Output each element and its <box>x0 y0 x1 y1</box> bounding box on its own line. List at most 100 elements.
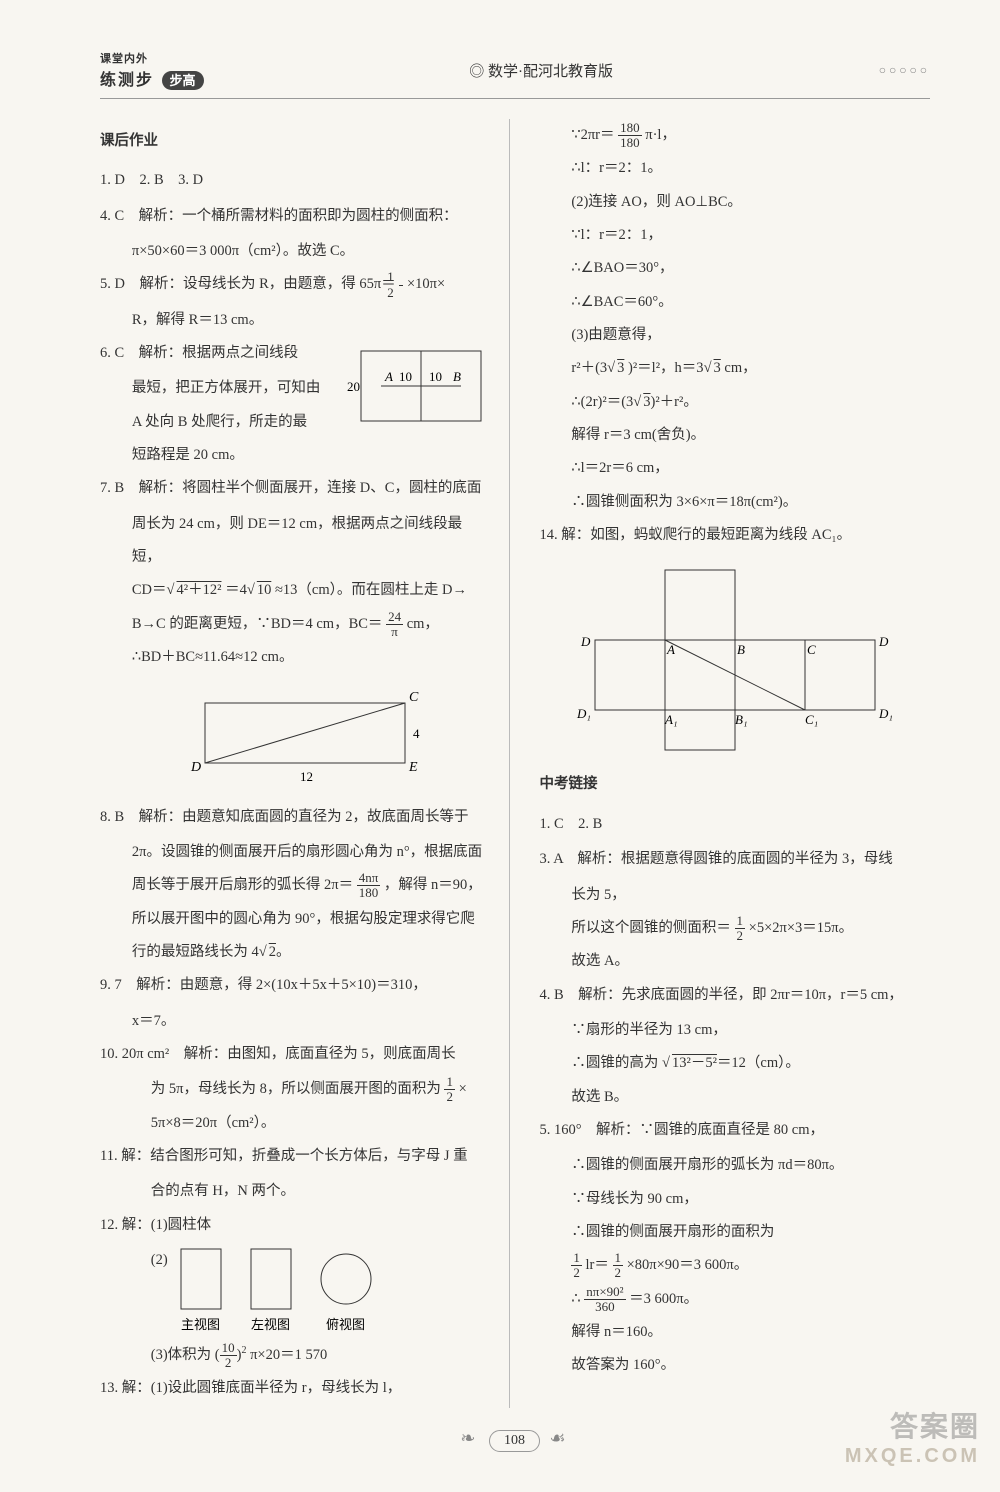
answer-q8b: 2π。设圆锥的侧面展开后的扇形圆心角为 n°，根据底面 <box>100 836 491 869</box>
header-right-dots: ○○○○○ <box>879 63 930 78</box>
answer-q12: 12. 解：(1)圆柱体 <box>100 1209 491 1242</box>
header-subtitle: 课堂内外 <box>100 50 204 66</box>
answer-q9: 9. 7 解析：由题意，得 2×(10x＋5x＋5×10)＝310， <box>100 969 491 1002</box>
diagram-q14-unfold: D A B C D D₁ A₁ B₁ C₁ D₁ <box>555 560 915 760</box>
line-r7: (3)由题意得， <box>540 319 931 352</box>
zk-q3c: 所以这个圆锥的侧面积＝ 12 ×5×2π×3＝15π。 <box>540 912 931 945</box>
zk-q5h: 故答案为 160°。 <box>540 1349 931 1382</box>
page-footer: ❧ 108 ☙ <box>100 1428 930 1452</box>
svg-text:C₁: C₁ <box>805 712 818 727</box>
svg-text:D: D <box>580 634 591 649</box>
left-column: 课后作业 1. D 2. B 3. D 4. C 解析：一个桶所需材料的面积即为… <box>100 119 510 1408</box>
zk-q5: 5. 160° 解析：∵圆锥的底面直径是 80 cm， <box>540 1114 931 1147</box>
watermark-line1: 答案圈 <box>845 1405 980 1445</box>
content-columns: 课后作业 1. D 2. B 3. D 4. C 解析：一个桶所需材料的面积即为… <box>100 119 930 1408</box>
svg-text:E: E <box>408 760 418 775</box>
line-r8: r²＋(33 )²＝l²，h＝33 cm， <box>540 352 931 385</box>
svg-text:A: A <box>666 642 675 657</box>
answer-q7: 7. B 解析：将圆柱半个侧面展开，连接 D、C，圆柱的底面 <box>100 472 491 505</box>
zk-q4d: 故选 B。 <box>540 1081 931 1114</box>
footer-deco-left-icon: ❧ <box>460 1428 479 1448</box>
answer-q6b: 最短，把正方体展开，可知由 <box>100 372 341 405</box>
line-r6: ∴∠BAC＝60°。 <box>540 286 931 319</box>
answer-q4: 4. C 解析：一个桶所需材料的面积即为圆柱的侧面积： <box>100 200 491 233</box>
zk-q4c: ∴圆锥的高为 13²－5²＝12（cm）。 <box>540 1047 931 1080</box>
answer-q10: 10. 20π cm² 解析：由图知，底面直径为 5，则底面周长 <box>100 1038 491 1071</box>
page-header: 课堂内外 练测步 步高 ◎ 数学·配河北教育版 ○○○○○ <box>100 50 930 99</box>
diagram-q7-rectangle: D E C 12 4 <box>145 683 445 793</box>
answer-q6d: 短路程是 20 cm。 <box>100 439 341 472</box>
zk-q4: 4. B 解析：先求底面圆的半径，即 2πr＝10π，r＝5 cm， <box>540 979 931 1012</box>
answer-q7d: B→C 的距离更短，∵BD＝4 cm，BC＝ 24π cm， <box>100 608 491 641</box>
svg-text:A₁: A₁ <box>664 712 677 727</box>
answer-q9b: x＝7。 <box>100 1005 491 1038</box>
svg-text:D₁: D₁ <box>878 706 893 721</box>
section-title-zhongkao: 中考链接 <box>540 768 931 801</box>
zk-q3: 3. A 解析：根据题意得圆锥的底面圆的半径为 3，母线 <box>540 843 931 876</box>
answer-q14: 14. 解：如图，蚂蚁爬行的最短距离为线段 AC₁。 <box>540 519 931 552</box>
answer-q7c: CD＝4²＋12² ＝410 ≈13（cm）。而在圆柱上走 D→ <box>100 574 491 607</box>
answer-q7b: 周长为 24 cm，则 DE＝12 cm，根据两点之间线段最短， <box>100 508 491 575</box>
answer-q13: 13. 解：(1)设此圆锥底面半径为 r，母线长为 l， <box>100 1372 491 1405</box>
svg-text:B: B <box>453 369 461 384</box>
answer-q10c: 5π×8＝20π（cm²）。 <box>100 1107 491 1140</box>
answer-q8c: 周长等于展开后扇形的弧长得 2π＝ 4nπ180 ，解得 n＝90， <box>100 869 491 902</box>
line-r4: ∵l：r＝2：1， <box>540 219 931 252</box>
zk-q1: 1. C 2. B <box>540 808 931 841</box>
answer-q12b: (2) 主视图 左视图 俯视图 <box>100 1244 491 1339</box>
watermark-line2: MXQE.COM <box>845 1445 980 1468</box>
footer-deco-right-icon: ☙ <box>549 1428 569 1448</box>
frac-icon: 12 <box>399 270 403 300</box>
answer-q7e: ∴BD＋BC≈11.64≈12 cm。 <box>100 641 491 674</box>
svg-text:B₁: B₁ <box>735 712 747 727</box>
zk-q5d: ∴圆锥的侧面展开扇形的面积为 <box>540 1216 931 1249</box>
diagram-q12-views: 主视图 左视图 俯视图 <box>171 1244 391 1339</box>
answer-q4b: π×50×60＝3 000π（cm²）。故选 C。 <box>100 235 491 268</box>
answer-q1: 1. D 2. B 3. D <box>100 164 491 197</box>
zk-q3b: 长为 5， <box>540 879 931 912</box>
answer-q6: 6. C 解析：根据两点之间线段 <box>100 337 341 370</box>
answer-q12c: (3)体积为 (102)2 π×20＝1 570 <box>100 1339 491 1372</box>
svg-text:B: B <box>737 642 745 657</box>
svg-text:10: 10 <box>399 369 412 384</box>
svg-text:C: C <box>807 642 816 657</box>
svg-text:俯视图: 俯视图 <box>326 1317 365 1332</box>
answer-q5: 5. D 解析：设母线长为 R，由题意，得 65π＝ 12 ×10π× <box>100 268 491 301</box>
zk-q5g: 解得 n＝160。 <box>540 1316 931 1349</box>
header-middle: ◎ 数学·配河北教育版 <box>204 60 879 81</box>
svg-text:10: 10 <box>429 369 442 384</box>
svg-text:12: 12 <box>300 769 313 784</box>
answer-q8e: 行的最短路线长为 42。 <box>100 936 491 969</box>
header-badge: 步高 <box>162 71 204 90</box>
answer-q11: 11. 解：结合图形可知，折叠成一个长方体后，与字母 J 重 <box>100 1140 491 1173</box>
zk-q5e: 12 lr＝ 12 ×80π×90＝3 600π。 <box>540 1249 931 1282</box>
header-brand-block: 课堂内外 练测步 步高 <box>100 50 204 90</box>
line-r5: ∴∠BAO＝30°， <box>540 252 931 285</box>
watermark: 答案圈 MXQE.COM <box>845 1405 980 1468</box>
svg-text:左视图: 左视图 <box>251 1317 290 1332</box>
answer-q8d: 所以展开图中的圆心角为 90°，根据勾股定理求得它爬 <box>100 903 491 936</box>
header-brand: 练测步 <box>100 72 154 89</box>
header-mid-text: 数学·配河北教育版 <box>488 64 613 80</box>
svg-text:主视图: 主视图 <box>181 1317 220 1332</box>
line-r2: ∴l：r＝2：1。 <box>540 152 931 185</box>
line-r10: 解得 r＝3 cm(舍负)。 <box>540 419 931 452</box>
svg-text:D₁: D₁ <box>576 706 591 721</box>
svg-text:C: C <box>409 690 419 705</box>
answer-q8: 8. B 解析：由题意知底面圆的直径为 2，故底面周长等于 <box>100 801 491 834</box>
section-title-homework: 课后作业 <box>100 125 491 158</box>
svg-text:A: A <box>384 369 393 384</box>
zk-q5b: ∴圆锥的侧面展开扇形的弧长为 πd＝80π。 <box>540 1149 931 1182</box>
svg-text:D: D <box>190 760 201 775</box>
right-column: ∵2πr＝ 180180 π·l， ∴l：r＝2：1。 (2)连接 AO，则 A… <box>530 119 931 1408</box>
zk-q4b: ∵扇形的半径为 13 cm， <box>540 1014 931 1047</box>
line-r11: ∴l＝2r＝6 cm， <box>540 452 931 485</box>
svg-text:D: D <box>878 634 889 649</box>
answer-q10b: 为 5π，母线长为 8，所以侧面展开图的面积为 12 × <box>100 1073 491 1106</box>
answer-q6c: A 处向 B 处爬行，所走的最 <box>100 406 341 439</box>
answer-q11b: 合的点有 H，N 两个。 <box>100 1175 491 1208</box>
zk-q5c: ∵母线长为 90 cm， <box>540 1183 931 1216</box>
line-r12: ∴圆锥侧面积为 3×6×π＝18π(cm²)。 <box>540 486 931 519</box>
page-number: 108 <box>489 1430 540 1452</box>
svg-text:4: 4 <box>413 726 420 741</box>
